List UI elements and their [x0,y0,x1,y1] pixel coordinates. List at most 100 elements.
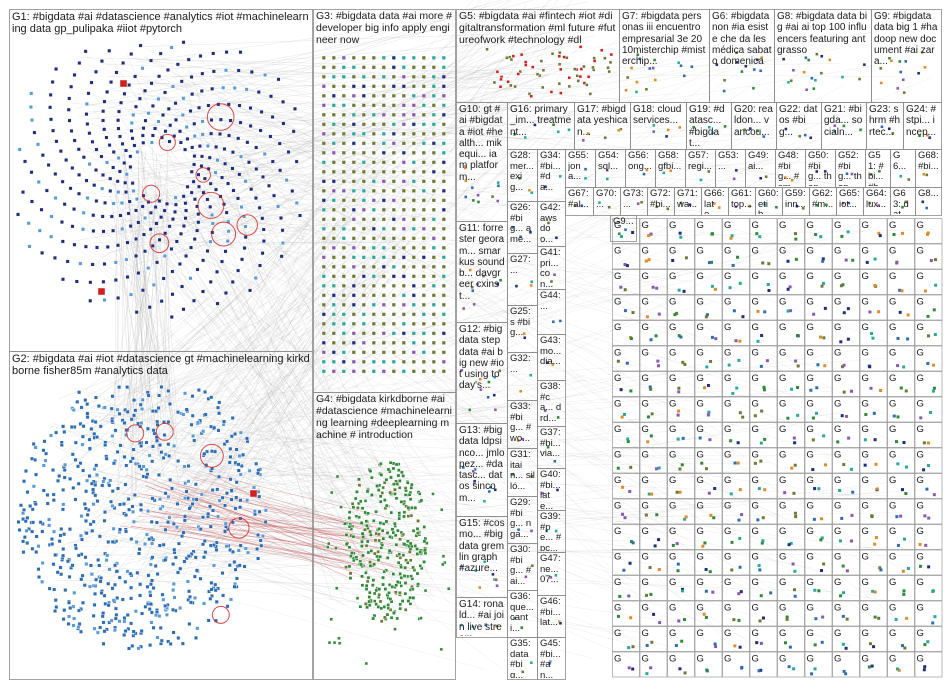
edge [146,80,898,198]
node [655,513,659,517]
node [657,312,661,316]
node [170,217,175,222]
edge [213,59,521,460]
node [792,491,796,495]
node [783,491,787,495]
node [786,416,790,420]
node [205,249,210,253]
edge [189,122,516,153]
node [214,187,218,192]
node [840,516,844,520]
edge [213,82,498,134]
node [107,48,112,53]
edge [152,484,349,552]
edge [187,527,365,567]
node [872,645,876,649]
node [173,101,178,106]
node [141,232,146,237]
node [66,107,71,112]
node [140,66,145,71]
edge [93,110,363,536]
edge [84,4,527,590]
node [901,488,905,492]
node [277,141,282,146]
mini-group-label: G [779,424,786,435]
node [926,640,930,644]
group-label-g19: G19: #datasc... #bigdat... [689,104,725,148]
node [211,69,216,74]
group-label-g22: G22: datos #big... [779,104,818,138]
mini-group-label: G [724,297,731,308]
node [785,617,789,621]
node [298,213,302,218]
edge [171,62,840,77]
edge [165,488,369,580]
node [84,112,89,117]
edge [183,243,615,275]
mini-group-label: G [779,450,786,461]
node [108,176,113,181]
group-label-g46: G46: #bi... lat... [540,597,561,629]
node [819,538,823,542]
node [59,220,64,225]
node [83,49,88,54]
node [626,440,630,444]
mini-group-label: G [779,577,786,588]
node [867,364,871,368]
mini-group-label: G [614,322,621,333]
node [863,463,867,467]
edge [116,220,514,231]
node [631,311,635,315]
node [208,279,213,284]
node [822,562,826,566]
mini-group-label: G [697,526,704,537]
node [208,204,213,209]
node [796,385,800,389]
edge [191,190,717,590]
group-label-g4: G4: #bigdata kirkdborne #ai #datascience… [316,394,453,441]
edge [112,182,170,424]
edge [167,159,331,213]
node [895,261,899,265]
mini-group-label: G [862,603,869,614]
node [76,147,81,152]
edge [106,198,811,401]
node [786,259,790,263]
edge [194,397,725,633]
group-label-g59: G59: inn... [785,189,806,210]
edge [131,294,578,406]
node [67,96,72,101]
mini-group-label: G [614,246,621,257]
mini-group-label: G [862,654,869,665]
node [237,172,242,177]
node [92,183,97,188]
edge [197,433,431,594]
node [839,594,843,598]
edge [137,398,350,575]
edge [61,413,666,537]
edge [89,270,383,431]
edge [123,169,168,425]
mini-group-label: G [752,220,759,231]
node [790,387,794,391]
group-label-g71: G71: wa... [677,189,698,210]
node [248,124,253,128]
node [215,158,220,163]
node [678,667,682,671]
node [650,492,654,496]
edge [216,267,498,505]
mini-group-label: G [697,271,704,282]
edge [219,183,366,493]
edge [90,124,554,562]
mini-group-label: G [642,297,649,308]
edge [151,101,763,591]
node [871,336,875,340]
node [759,641,763,645]
node [131,189,136,194]
node [223,161,228,166]
node [280,241,285,246]
node [817,487,821,491]
node [714,337,718,341]
node [849,467,853,471]
edge [207,240,406,490]
